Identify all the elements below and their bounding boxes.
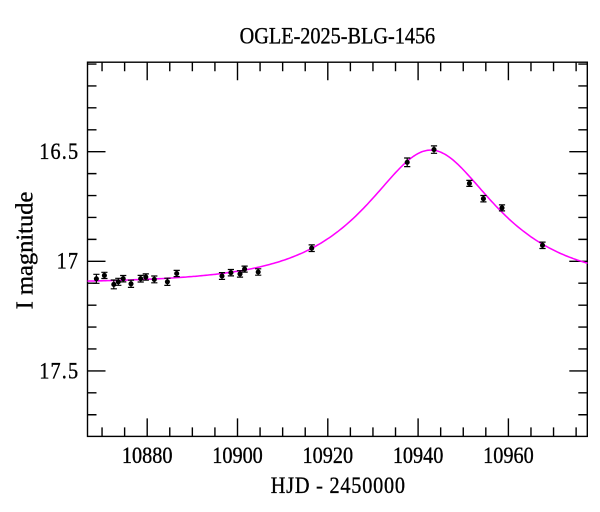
svg-text:17: 17 [57, 249, 80, 274]
svg-text:10880: 10880 [122, 443, 173, 468]
svg-text:10900: 10900 [212, 443, 263, 468]
svg-text:17.5: 17.5 [39, 358, 79, 383]
svg-text:10920: 10920 [303, 443, 354, 468]
svg-text:OGLE-2025-BLG-1456: OGLE-2025-BLG-1456 [240, 23, 436, 48]
svg-text:HJD - 2450000: HJD - 2450000 [271, 473, 406, 498]
svg-text:10960: 10960 [483, 443, 534, 468]
svg-text:I magnitude: I magnitude [12, 192, 39, 310]
svg-text:10940: 10940 [393, 443, 444, 468]
svg-text:16.5: 16.5 [39, 139, 79, 164]
